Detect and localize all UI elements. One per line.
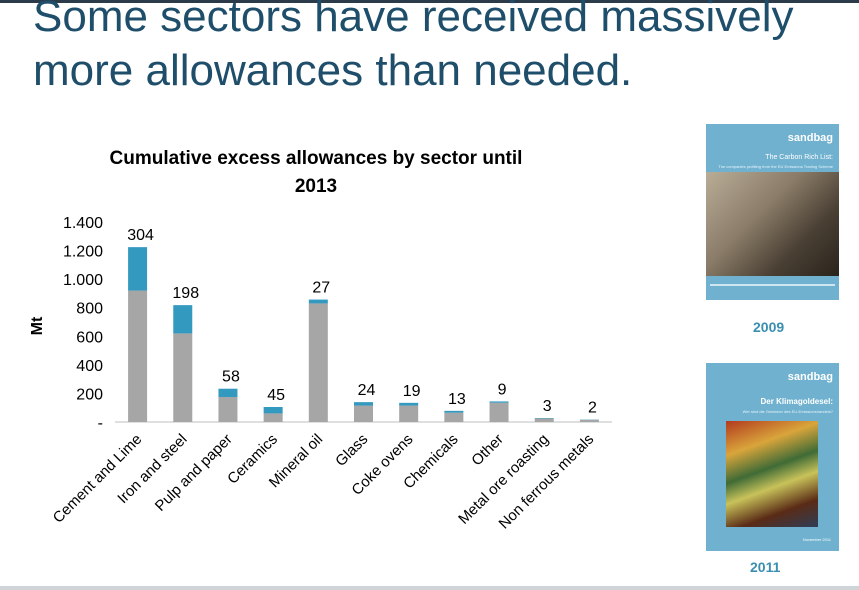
year-label-2009: 2009 — [753, 319, 785, 335]
report-cover-2011: sandbag Der Klimagoldesel: Wer sind die … — [706, 363, 839, 551]
sandbag-logo: sandbag — [787, 371, 833, 383]
bar-base — [218, 397, 238, 422]
sandbag-logo: sandbag — [787, 132, 833, 144]
top-rule — [0, 0, 859, 3]
bar-base — [399, 405, 419, 422]
bar-base — [263, 413, 283, 422]
data-label: 19 — [403, 383, 421, 400]
y-tick-label: 800 — [76, 301, 103, 318]
data-label: 13 — [448, 391, 466, 408]
report-title: The Carbon Rich List: — [765, 154, 833, 161]
y-tick-label: 1.000 — [63, 272, 103, 289]
y-tick-label: 200 — [76, 386, 103, 403]
bar-base — [128, 290, 148, 422]
data-label: 24 — [358, 382, 376, 399]
category-label: Pulp and paper — [152, 431, 236, 515]
bar-excess — [354, 402, 373, 406]
cover-date: November 2011 — [802, 537, 831, 542]
bar-base — [444, 412, 464, 422]
bar-base — [489, 402, 509, 422]
data-label: 27 — [312, 280, 330, 297]
bar-excess — [489, 401, 509, 403]
bar-excess — [128, 247, 148, 291]
category-label: Glass — [332, 431, 371, 470]
data-label: 198 — [172, 285, 199, 302]
data-label: 2 — [588, 400, 597, 417]
bar-excess — [308, 299, 328, 304]
slide-title: Some sectors have received massively mor… — [33, 0, 794, 95]
y-tick-label: 1.200 — [63, 244, 103, 261]
report-subtitle: The companies profiting from the EU Emis… — [718, 164, 833, 169]
chart-title-line2: 2013 — [295, 176, 337, 197]
cover-photo — [706, 172, 839, 276]
bar-excess — [263, 407, 283, 414]
y-tick-label: - — [98, 415, 103, 432]
bar-excess — [173, 305, 193, 334]
y-tick-label: 600 — [76, 329, 103, 346]
bar-base — [173, 333, 193, 422]
bottom-rule — [0, 586, 859, 590]
bar-base — [579, 419, 599, 422]
report-cover-2009: sandbag The Carbon Rich List: The compan… — [706, 124, 839, 300]
data-label: 9 — [498, 381, 507, 398]
bar-base — [308, 303, 328, 422]
y-axis-label: Mt — [29, 316, 46, 335]
cover-artwork — [726, 421, 818, 527]
report-title: Der Klimagoldesel: — [760, 397, 833, 406]
bar-excess — [218, 388, 238, 397]
y-tick-label: 1.400 — [63, 215, 103, 232]
y-tick-label: 400 — [76, 358, 103, 375]
bar-chart: Cumulative excess allowances by sector u… — [29, 148, 612, 532]
bar-excess — [399, 402, 419, 406]
data-label: 304 — [127, 227, 154, 244]
bar-base — [354, 405, 373, 422]
data-label: 3 — [543, 398, 552, 415]
chart-title: Cumulative excess allowances by sector u… — [110, 148, 523, 169]
cover-footer — [710, 284, 835, 286]
data-label: 58 — [222, 369, 240, 386]
data-label: 45 — [267, 387, 285, 404]
report-subtitle: Wer sind die Gewinner des EU-Emissionsha… — [742, 409, 833, 414]
bar-excess — [444, 410, 464, 413]
category-label: Other — [468, 431, 507, 470]
year-label-2011: 2011 — [750, 559, 781, 575]
bar-base — [534, 418, 554, 422]
